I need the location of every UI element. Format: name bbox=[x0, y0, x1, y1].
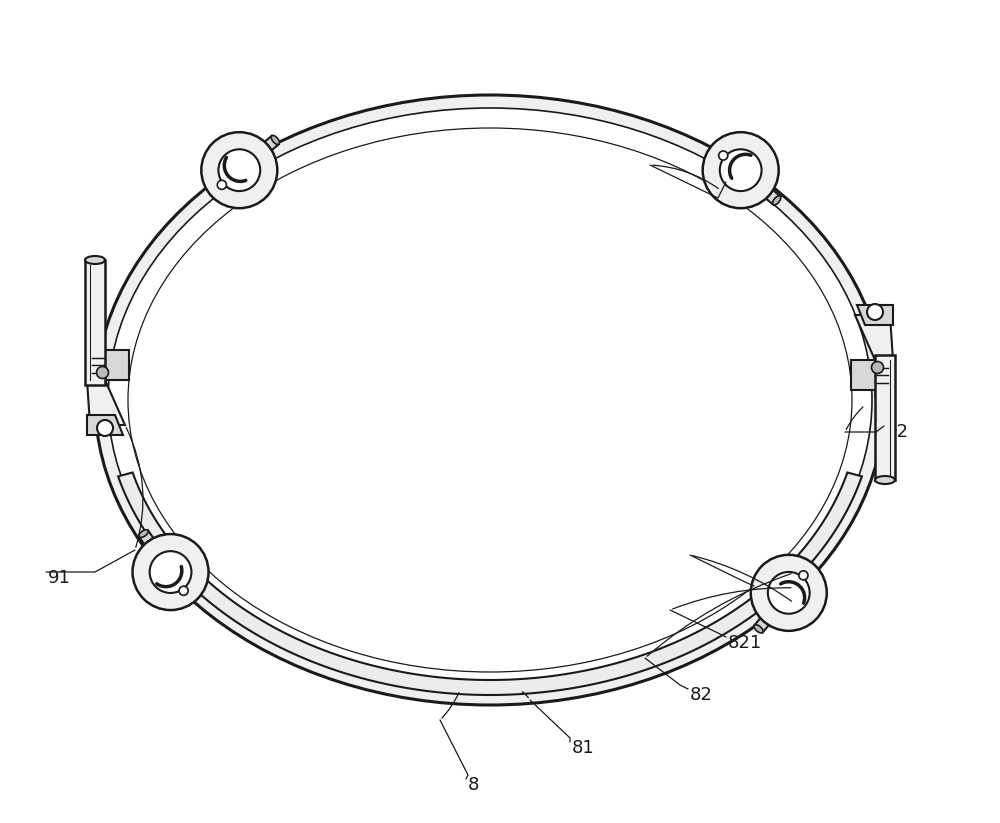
Circle shape bbox=[217, 180, 226, 189]
Text: 822: 822 bbox=[756, 583, 790, 601]
Polygon shape bbox=[233, 147, 263, 179]
Polygon shape bbox=[851, 360, 888, 390]
Text: 92: 92 bbox=[886, 423, 909, 441]
Polygon shape bbox=[875, 355, 895, 480]
Ellipse shape bbox=[271, 136, 279, 145]
Circle shape bbox=[133, 534, 209, 610]
Circle shape bbox=[248, 165, 256, 173]
FancyArrowPatch shape bbox=[673, 588, 791, 609]
Ellipse shape bbox=[95, 95, 885, 705]
Circle shape bbox=[772, 593, 780, 601]
Text: 9: 9 bbox=[728, 179, 740, 197]
Polygon shape bbox=[855, 315, 893, 360]
Polygon shape bbox=[92, 350, 129, 380]
Circle shape bbox=[150, 551, 191, 593]
Circle shape bbox=[741, 179, 749, 187]
Polygon shape bbox=[171, 544, 187, 561]
Circle shape bbox=[768, 572, 810, 614]
Circle shape bbox=[720, 149, 762, 191]
FancyArrowPatch shape bbox=[693, 556, 792, 602]
Polygon shape bbox=[148, 548, 180, 578]
Polygon shape bbox=[766, 586, 798, 616]
Polygon shape bbox=[752, 179, 780, 205]
Polygon shape bbox=[787, 604, 804, 621]
Polygon shape bbox=[729, 183, 746, 199]
Polygon shape bbox=[754, 604, 781, 632]
Ellipse shape bbox=[754, 625, 763, 633]
Circle shape bbox=[872, 361, 884, 374]
Polygon shape bbox=[139, 530, 164, 560]
Polygon shape bbox=[857, 305, 893, 325]
Circle shape bbox=[751, 555, 827, 631]
Polygon shape bbox=[87, 380, 125, 425]
Polygon shape bbox=[227, 141, 245, 157]
Circle shape bbox=[201, 133, 277, 208]
Circle shape bbox=[97, 420, 113, 436]
Circle shape bbox=[166, 555, 174, 563]
Ellipse shape bbox=[875, 476, 895, 484]
Circle shape bbox=[179, 586, 188, 595]
FancyArrowPatch shape bbox=[846, 407, 863, 430]
Circle shape bbox=[703, 133, 779, 208]
Polygon shape bbox=[87, 415, 123, 435]
Ellipse shape bbox=[773, 196, 781, 205]
Circle shape bbox=[783, 602, 791, 610]
Circle shape bbox=[218, 149, 260, 191]
Text: 81: 81 bbox=[572, 739, 595, 757]
Circle shape bbox=[719, 151, 728, 160]
FancyArrowPatch shape bbox=[442, 692, 459, 718]
Circle shape bbox=[96, 366, 108, 379]
Circle shape bbox=[799, 571, 808, 580]
Polygon shape bbox=[760, 581, 776, 598]
Ellipse shape bbox=[139, 530, 148, 537]
Text: 8: 8 bbox=[468, 776, 479, 794]
FancyArrowPatch shape bbox=[126, 427, 143, 547]
Polygon shape bbox=[85, 260, 105, 385]
Circle shape bbox=[867, 304, 883, 320]
Text: 91: 91 bbox=[48, 569, 71, 587]
FancyArrowPatch shape bbox=[522, 691, 528, 698]
Circle shape bbox=[239, 154, 247, 162]
Polygon shape bbox=[752, 156, 769, 172]
Ellipse shape bbox=[108, 108, 872, 692]
Polygon shape bbox=[875, 390, 888, 398]
Ellipse shape bbox=[85, 256, 105, 264]
Circle shape bbox=[154, 563, 162, 571]
Circle shape bbox=[750, 168, 758, 176]
Polygon shape bbox=[92, 342, 105, 350]
Text: 821: 821 bbox=[728, 634, 762, 652]
Polygon shape bbox=[142, 565, 157, 582]
FancyArrowPatch shape bbox=[653, 165, 718, 188]
Polygon shape bbox=[251, 169, 268, 185]
Text: 82: 82 bbox=[690, 686, 713, 704]
Polygon shape bbox=[734, 161, 764, 193]
Polygon shape bbox=[118, 472, 862, 695]
FancyArrowPatch shape bbox=[647, 574, 791, 656]
Polygon shape bbox=[250, 136, 279, 162]
